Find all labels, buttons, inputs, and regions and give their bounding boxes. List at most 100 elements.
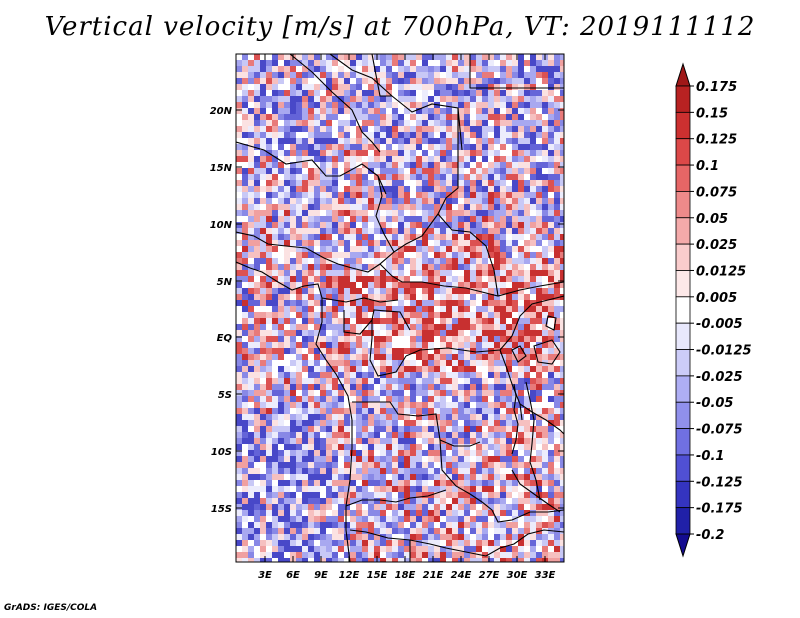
field-cell <box>512 558 518 562</box>
field-cell <box>518 198 524 204</box>
field-cell <box>356 396 362 402</box>
field-cell <box>428 240 434 246</box>
field-cell <box>320 528 326 534</box>
field-cell <box>332 444 338 450</box>
field-cell <box>488 180 494 186</box>
field-cell <box>386 228 392 234</box>
field-cell <box>506 528 512 534</box>
field-cell <box>290 72 296 78</box>
field-cell <box>302 294 308 300</box>
field-cell <box>494 216 500 222</box>
field-cell <box>326 360 332 366</box>
field-cell <box>440 168 446 174</box>
field-cell <box>416 216 422 222</box>
field-cell <box>524 198 530 204</box>
field-cell <box>500 198 506 204</box>
field-cell <box>392 216 398 222</box>
colorbar-bin <box>675 191 691 219</box>
field-cell <box>392 90 398 96</box>
field-cell <box>428 378 434 384</box>
field-cell <box>554 108 560 114</box>
field-cell <box>482 444 488 450</box>
field-cell <box>506 360 512 366</box>
field-cell <box>314 396 320 402</box>
field-cell <box>512 180 518 186</box>
field-cell <box>476 186 482 192</box>
field-cell <box>524 504 530 510</box>
field-cell <box>254 120 260 126</box>
field-cell <box>494 390 500 396</box>
field-cell <box>458 210 464 216</box>
field-cell <box>260 234 266 240</box>
field-cell <box>242 474 248 480</box>
field-cell <box>512 492 518 498</box>
field-cell <box>464 396 470 402</box>
field-cell <box>452 366 458 372</box>
field-cell <box>290 438 296 444</box>
field-cell <box>458 150 464 156</box>
field-cell <box>254 546 260 552</box>
field-cell <box>548 408 554 414</box>
field-cell <box>404 102 410 108</box>
field-cell <box>284 534 290 540</box>
field-cell <box>290 306 296 312</box>
field-cell <box>260 336 266 342</box>
field-cell <box>560 306 564 312</box>
field-cell <box>380 474 386 480</box>
field-cell <box>476 150 482 156</box>
field-cell <box>374 120 380 126</box>
field-cell <box>530 282 536 288</box>
field-cell <box>308 468 314 474</box>
field-cell <box>410 438 416 444</box>
field-cell <box>296 552 302 558</box>
field-cell <box>512 240 518 246</box>
field-cell <box>368 276 374 282</box>
field-cell <box>350 252 356 258</box>
field-cell <box>350 168 356 174</box>
field-cell <box>356 294 362 300</box>
field-cell <box>380 108 386 114</box>
field-cell <box>536 192 542 198</box>
field-cell <box>452 156 458 162</box>
field-cell <box>422 120 428 126</box>
field-cell <box>416 432 422 438</box>
field-cell <box>410 72 416 78</box>
field-cell <box>428 456 434 462</box>
field-cell <box>524 480 530 486</box>
field-cell <box>308 402 314 408</box>
field-cell <box>506 108 512 114</box>
field-cell <box>296 378 302 384</box>
field-cell <box>530 504 536 510</box>
field-cell <box>476 336 482 342</box>
field-cell <box>236 306 242 312</box>
field-cell <box>278 402 284 408</box>
field-cell <box>398 204 404 210</box>
field-cell <box>440 186 446 192</box>
field-cell <box>440 264 446 270</box>
field-cell <box>272 504 278 510</box>
lat-tick-label: 10S <box>211 447 232 458</box>
field-cell <box>332 168 338 174</box>
field-cell <box>500 72 506 78</box>
field-cell <box>494 300 500 306</box>
field-cell <box>398 408 404 414</box>
field-cell <box>254 372 260 378</box>
field-cell <box>314 228 320 234</box>
field-cell <box>284 180 290 186</box>
field-cell <box>314 288 320 294</box>
field-cell <box>518 108 524 114</box>
field-cell <box>554 318 560 324</box>
field-cell <box>416 468 422 474</box>
field-cell <box>428 264 434 270</box>
field-cell <box>518 456 524 462</box>
field-cell <box>248 402 254 408</box>
field-cell <box>410 534 416 540</box>
field-cell <box>422 210 428 216</box>
field-cell <box>422 342 428 348</box>
field-cell <box>524 444 530 450</box>
field-cell <box>350 420 356 426</box>
field-cell <box>242 234 248 240</box>
field-cell <box>560 420 564 426</box>
field-cell <box>524 102 530 108</box>
field-cell <box>416 306 422 312</box>
